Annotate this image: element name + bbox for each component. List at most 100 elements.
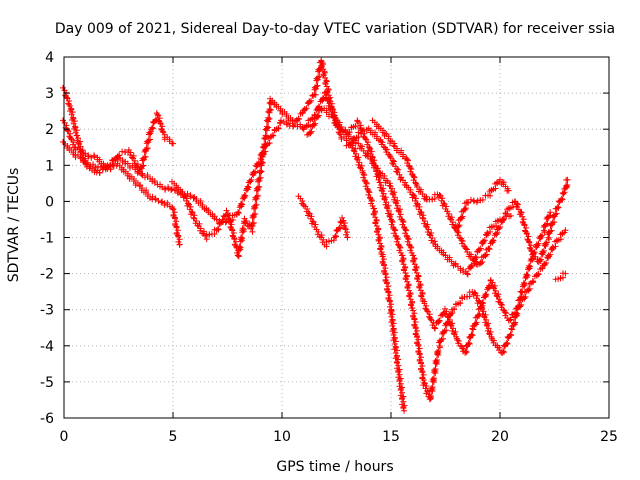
data-point <box>415 273 422 280</box>
data-point <box>391 189 398 196</box>
data-point <box>308 97 315 104</box>
data-point <box>237 244 244 251</box>
data-point <box>416 357 423 364</box>
data-point <box>525 233 532 240</box>
data-point <box>70 115 77 122</box>
data-point <box>394 236 401 243</box>
x-tick-label: 0 <box>60 429 69 445</box>
data-point <box>403 273 410 280</box>
data-point <box>332 232 339 239</box>
data-point <box>237 234 244 241</box>
data-point <box>417 354 424 361</box>
data-point <box>554 203 561 210</box>
data-point <box>526 285 533 292</box>
data-point <box>372 220 379 227</box>
data-point <box>462 205 469 212</box>
data-point <box>399 258 406 265</box>
data-point <box>527 263 534 270</box>
data-point <box>253 193 260 200</box>
data-point <box>308 128 315 135</box>
data-point <box>257 167 264 174</box>
data-point <box>399 396 406 403</box>
data-point <box>376 169 383 176</box>
data-point <box>306 99 313 106</box>
data-point <box>339 214 346 221</box>
data-point <box>418 293 425 300</box>
data-point <box>417 282 424 289</box>
data-point <box>242 219 249 226</box>
data-point <box>214 225 221 232</box>
data-point <box>551 219 558 226</box>
data-point <box>373 217 380 224</box>
y-tick-label: -1 <box>40 231 54 247</box>
data-point <box>507 331 514 338</box>
data-point <box>418 366 425 373</box>
data-point <box>68 106 75 113</box>
data-point <box>547 209 554 216</box>
data-point <box>404 284 411 291</box>
data-point <box>227 218 234 225</box>
data-point <box>443 327 450 334</box>
data-point <box>401 402 408 409</box>
data-point <box>396 383 403 390</box>
data-point <box>392 350 399 357</box>
data-point <box>408 305 415 312</box>
data-series <box>60 57 571 414</box>
y-tick-label: -3 <box>40 303 54 319</box>
data-point <box>547 251 554 258</box>
data-point <box>363 180 370 187</box>
data-point <box>266 115 273 122</box>
data-point <box>383 274 390 281</box>
data-point <box>558 195 565 202</box>
data-point <box>383 199 390 206</box>
data-point <box>147 136 154 143</box>
data-point <box>390 320 397 327</box>
data-point <box>479 299 486 306</box>
data-point <box>464 271 471 278</box>
data-point <box>249 228 256 235</box>
data-point <box>500 349 507 356</box>
data-point <box>459 213 466 220</box>
data-point <box>152 196 159 203</box>
data-point <box>386 292 393 299</box>
data-point <box>278 117 284 124</box>
data-point <box>416 345 423 352</box>
data-point <box>253 201 260 208</box>
data-point <box>397 244 404 251</box>
data-point <box>524 237 531 244</box>
data-point <box>267 99 274 106</box>
data-point <box>387 211 394 218</box>
data-point <box>173 218 180 225</box>
data-point <box>250 219 257 226</box>
data-point <box>309 93 316 100</box>
data-point <box>265 114 272 121</box>
data-point <box>68 111 75 118</box>
y-tick-label: -6 <box>40 411 54 427</box>
data-point <box>258 168 265 175</box>
data-point <box>524 231 531 238</box>
y-tick-label: 3 <box>45 86 54 102</box>
data-point <box>385 202 392 209</box>
data-point <box>219 218 226 225</box>
data-point <box>171 187 178 194</box>
data-point <box>259 159 266 166</box>
data-point <box>397 392 404 399</box>
data-point <box>174 227 181 234</box>
data-point <box>379 253 386 260</box>
data-point <box>328 103 335 110</box>
data-point <box>388 313 395 320</box>
data-point <box>413 264 420 271</box>
data-point <box>540 247 547 254</box>
data-point <box>138 171 145 178</box>
data-point <box>252 210 259 217</box>
data-point <box>235 210 242 217</box>
series-track-4 <box>169 95 307 260</box>
data-point <box>521 222 528 229</box>
data-point <box>144 145 151 152</box>
data-point <box>414 340 421 347</box>
series-track-8 <box>369 117 571 268</box>
data-point <box>394 197 401 204</box>
data-point <box>485 282 492 289</box>
data-point <box>234 252 241 259</box>
